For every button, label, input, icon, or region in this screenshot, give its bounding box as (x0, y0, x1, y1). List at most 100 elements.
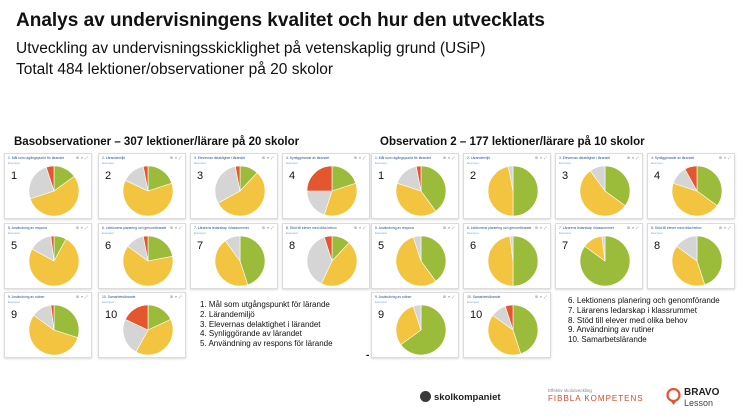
card-toolbar-icons[interactable]: ⊞ ≡ ⤢ (76, 226, 88, 230)
card-toolbar-icons[interactable]: ⊞ ≡ ⤢ (354, 226, 366, 230)
pie-slice-yellow (395, 236, 437, 287)
chart-card-subheader: Exempel (194, 231, 206, 235)
pie-slice-red (684, 165, 698, 192)
chart-card-header: 7. Lärarens ledarskap i klassrummet (194, 226, 249, 230)
chart-card-header: 1. Mål som utgångspunkt för lärandet (375, 156, 431, 160)
chart-number: 9 (11, 309, 18, 321)
chart-card-6[interactable]: 6. Lektionens planering och genomförande… (98, 223, 186, 289)
chart-card-1[interactable]: 1. Mål som utgångspunkt för lärandet Exem… (4, 153, 92, 219)
chart-number: 5 (11, 240, 18, 252)
pie-slice-yellow (29, 175, 80, 217)
pie-chart (28, 235, 80, 287)
chart-number: 8 (654, 240, 661, 252)
chart-number: 5 (378, 240, 385, 252)
pie-chart (306, 165, 358, 217)
pie-chart (579, 165, 631, 217)
chart-card-header: 2. Lärandemiljö (467, 156, 491, 160)
chart-card-3[interactable]: 3. Elevernas delaktighet i lärandet Exemp… (555, 153, 643, 219)
pie-slice-gray (224, 235, 241, 262)
chart-card-1[interactable]: 1. Mål som utgångspunkt för lärandet Exem… (371, 153, 459, 219)
card-toolbar-icons[interactable]: ⊞ ≡ ⤢ (443, 156, 455, 160)
chart-card-2[interactable]: 2. Lärandemiljö Exempel ⊞ ≡ ⤢ 2 (463, 153, 551, 219)
card-toolbar-icons[interactable]: ⊞ ≡ ⤢ (443, 226, 455, 230)
pie-chart (214, 165, 266, 217)
card-toolbar-icons[interactable]: ⊞ ≡ ⤢ (627, 156, 639, 160)
card-toolbar-icons[interactable]: ⊞ ≡ ⤢ (170, 156, 182, 160)
chart-number: 10 (105, 309, 118, 321)
chart-card-10[interactable]: 10. Samarbetslärande Exempel ⊞ ≡ ⤢ 10 (463, 292, 551, 358)
legend-item: 2. Lärandemiljö (200, 309, 255, 319)
pie-slice-yellow (28, 314, 79, 356)
chart-card-subheader: Exempel (8, 161, 20, 165)
pie-slice-green (400, 304, 447, 356)
pie-slice-green (512, 304, 539, 355)
pie-chart (487, 304, 539, 356)
card-toolbar-icons[interactable]: ⊞ ≡ ⤢ (170, 226, 182, 230)
card-toolbar-icons[interactable]: ⊞ ≡ ⤢ (535, 226, 547, 230)
pie-slice-yellow (671, 245, 706, 287)
chart-card-9[interactable]: 9. Användning av rutiner Exempel ⊞ ≡ ⤢ 9 (4, 292, 92, 358)
chart-number: 10 (470, 309, 483, 321)
chart-number: 8 (289, 240, 296, 252)
chart-card-header: 3. Elevernas delaktighet i lärandet (559, 156, 611, 160)
chart-number: 1 (11, 170, 18, 182)
chart-number: 3 (562, 170, 569, 182)
card-toolbar-icons[interactable]: ⊞ ≡ ⤢ (262, 226, 274, 230)
card-toolbar-icons[interactable]: ⊞ ≡ ⤢ (719, 226, 731, 230)
pie-slice-yellow (320, 242, 358, 287)
pie-chart (395, 235, 447, 287)
card-toolbar-icons[interactable]: ⊞ ≡ ⤢ (627, 226, 639, 230)
legend-item: 1. Mål som utgångspunkt för lärande (200, 300, 330, 309)
pie-chart (214, 235, 266, 287)
pie-slice-green (512, 165, 539, 217)
chart-number: 9 (378, 309, 385, 321)
chart-number: 4 (289, 170, 296, 182)
chart-card-subheader: Exempel (194, 161, 206, 165)
chart-card-subheader: Exempel (467, 231, 479, 235)
pie-slice-green (696, 235, 723, 286)
card-toolbar-icons[interactable]: ⊞ ≡ ⤢ (262, 156, 274, 160)
card-toolbar-icons[interactable]: ⊞ ≡ ⤢ (76, 295, 88, 299)
page-subtitle: Utveckling av undervisningsskicklighet p… (16, 40, 486, 57)
card-toolbar-icons[interactable]: ⊞ ≡ ⤢ (719, 156, 731, 160)
chart-card-subheader: Exempel (559, 161, 571, 165)
section-title-observation-2: Observation 2 – 177 lektioner/lärare på … (380, 136, 645, 148)
fibbla-kompetens-logo: Effektiv skolutveckling FIBBLA KOMPETENS (548, 388, 644, 403)
chart-card-8[interactable]: 8. Stöd till elever med olika behov Exemp… (647, 223, 735, 289)
card-toolbar-icons[interactable]: ⊞ ≡ ⤢ (443, 295, 455, 299)
chart-card-2[interactable]: 2. Lärandemiljö Exempel ⊞ ≡ ⤢ 2 (98, 153, 186, 219)
card-toolbar-icons[interactable]: ⊞ ≡ ⤢ (170, 295, 182, 299)
pie-chart (487, 235, 539, 287)
chart-card-header: 7. Lärarens ledarskap i klassrummet (559, 226, 614, 230)
chart-card-3[interactable]: 3. Elevernas delaktighet i lärandet Exemp… (190, 153, 278, 219)
chart-card-6[interactable]: 6. Lektionens planering och genomförande… (463, 223, 551, 289)
chart-card-subheader: Exempel (375, 300, 387, 304)
pie-slice-green (420, 165, 447, 212)
chart-card-subheader: Exempel (467, 161, 479, 165)
chart-card-7[interactable]: 7. Lärarens ledarskap i klassrummet Exemp… (190, 223, 278, 289)
chart-card-subheader: Exempel (286, 161, 298, 165)
pie-slice-red (142, 165, 149, 192)
skolkompaniet-mark-icon (420, 391, 431, 402)
chart-card-subheader: Exempel (102, 231, 114, 235)
chart-card-subheader: Exempel (651, 231, 663, 235)
chart-card-4[interactable]: 4. Synliggörande av lärandet Exempel ⊞ ≡ ⤢… (282, 153, 370, 219)
chart-number: 6 (470, 240, 477, 252)
card-toolbar-icons[interactable]: ⊞ ≡ ⤢ (76, 156, 88, 160)
pie-slice-gray (589, 165, 606, 192)
pie-slice-gray (214, 166, 241, 204)
card-toolbar-icons[interactable]: ⊞ ≡ ⤢ (535, 156, 547, 160)
chart-card-8[interactable]: 8. Stöd till elever med olika behov Exemp… (282, 223, 370, 289)
pie-slice-yellow (395, 305, 422, 346)
chart-card-subheader: Exempel (375, 231, 387, 235)
chart-card-7[interactable]: 7. Lärarens ledarskap i klassrummet Exemp… (555, 223, 643, 289)
card-toolbar-icons[interactable]: ⊞ ≡ ⤢ (535, 295, 547, 299)
pie-slice-green (53, 304, 80, 339)
chart-number: 7 (197, 240, 204, 252)
chart-card-5[interactable]: 5. Användning av respons Exempel ⊞ ≡ ⤢ 5 (4, 223, 92, 289)
chart-card-4[interactable]: 4. Synliggörande av lärandet Exempel ⊞ ≡ ⤢… (647, 153, 735, 219)
chart-card-10[interactable]: 10. Samarbetslärande Exempel ⊞ ≡ ⤢ 10 (98, 292, 186, 358)
chart-card-5[interactable]: 5. Användning av respons Exempel ⊞ ≡ ⤢ 5 (371, 223, 459, 289)
chart-card-9[interactable]: 9. Användning av rutiner Exempel ⊞ ≡ ⤢ 9 (371, 292, 459, 358)
card-toolbar-icons[interactable]: ⊞ ≡ ⤢ (354, 156, 366, 160)
